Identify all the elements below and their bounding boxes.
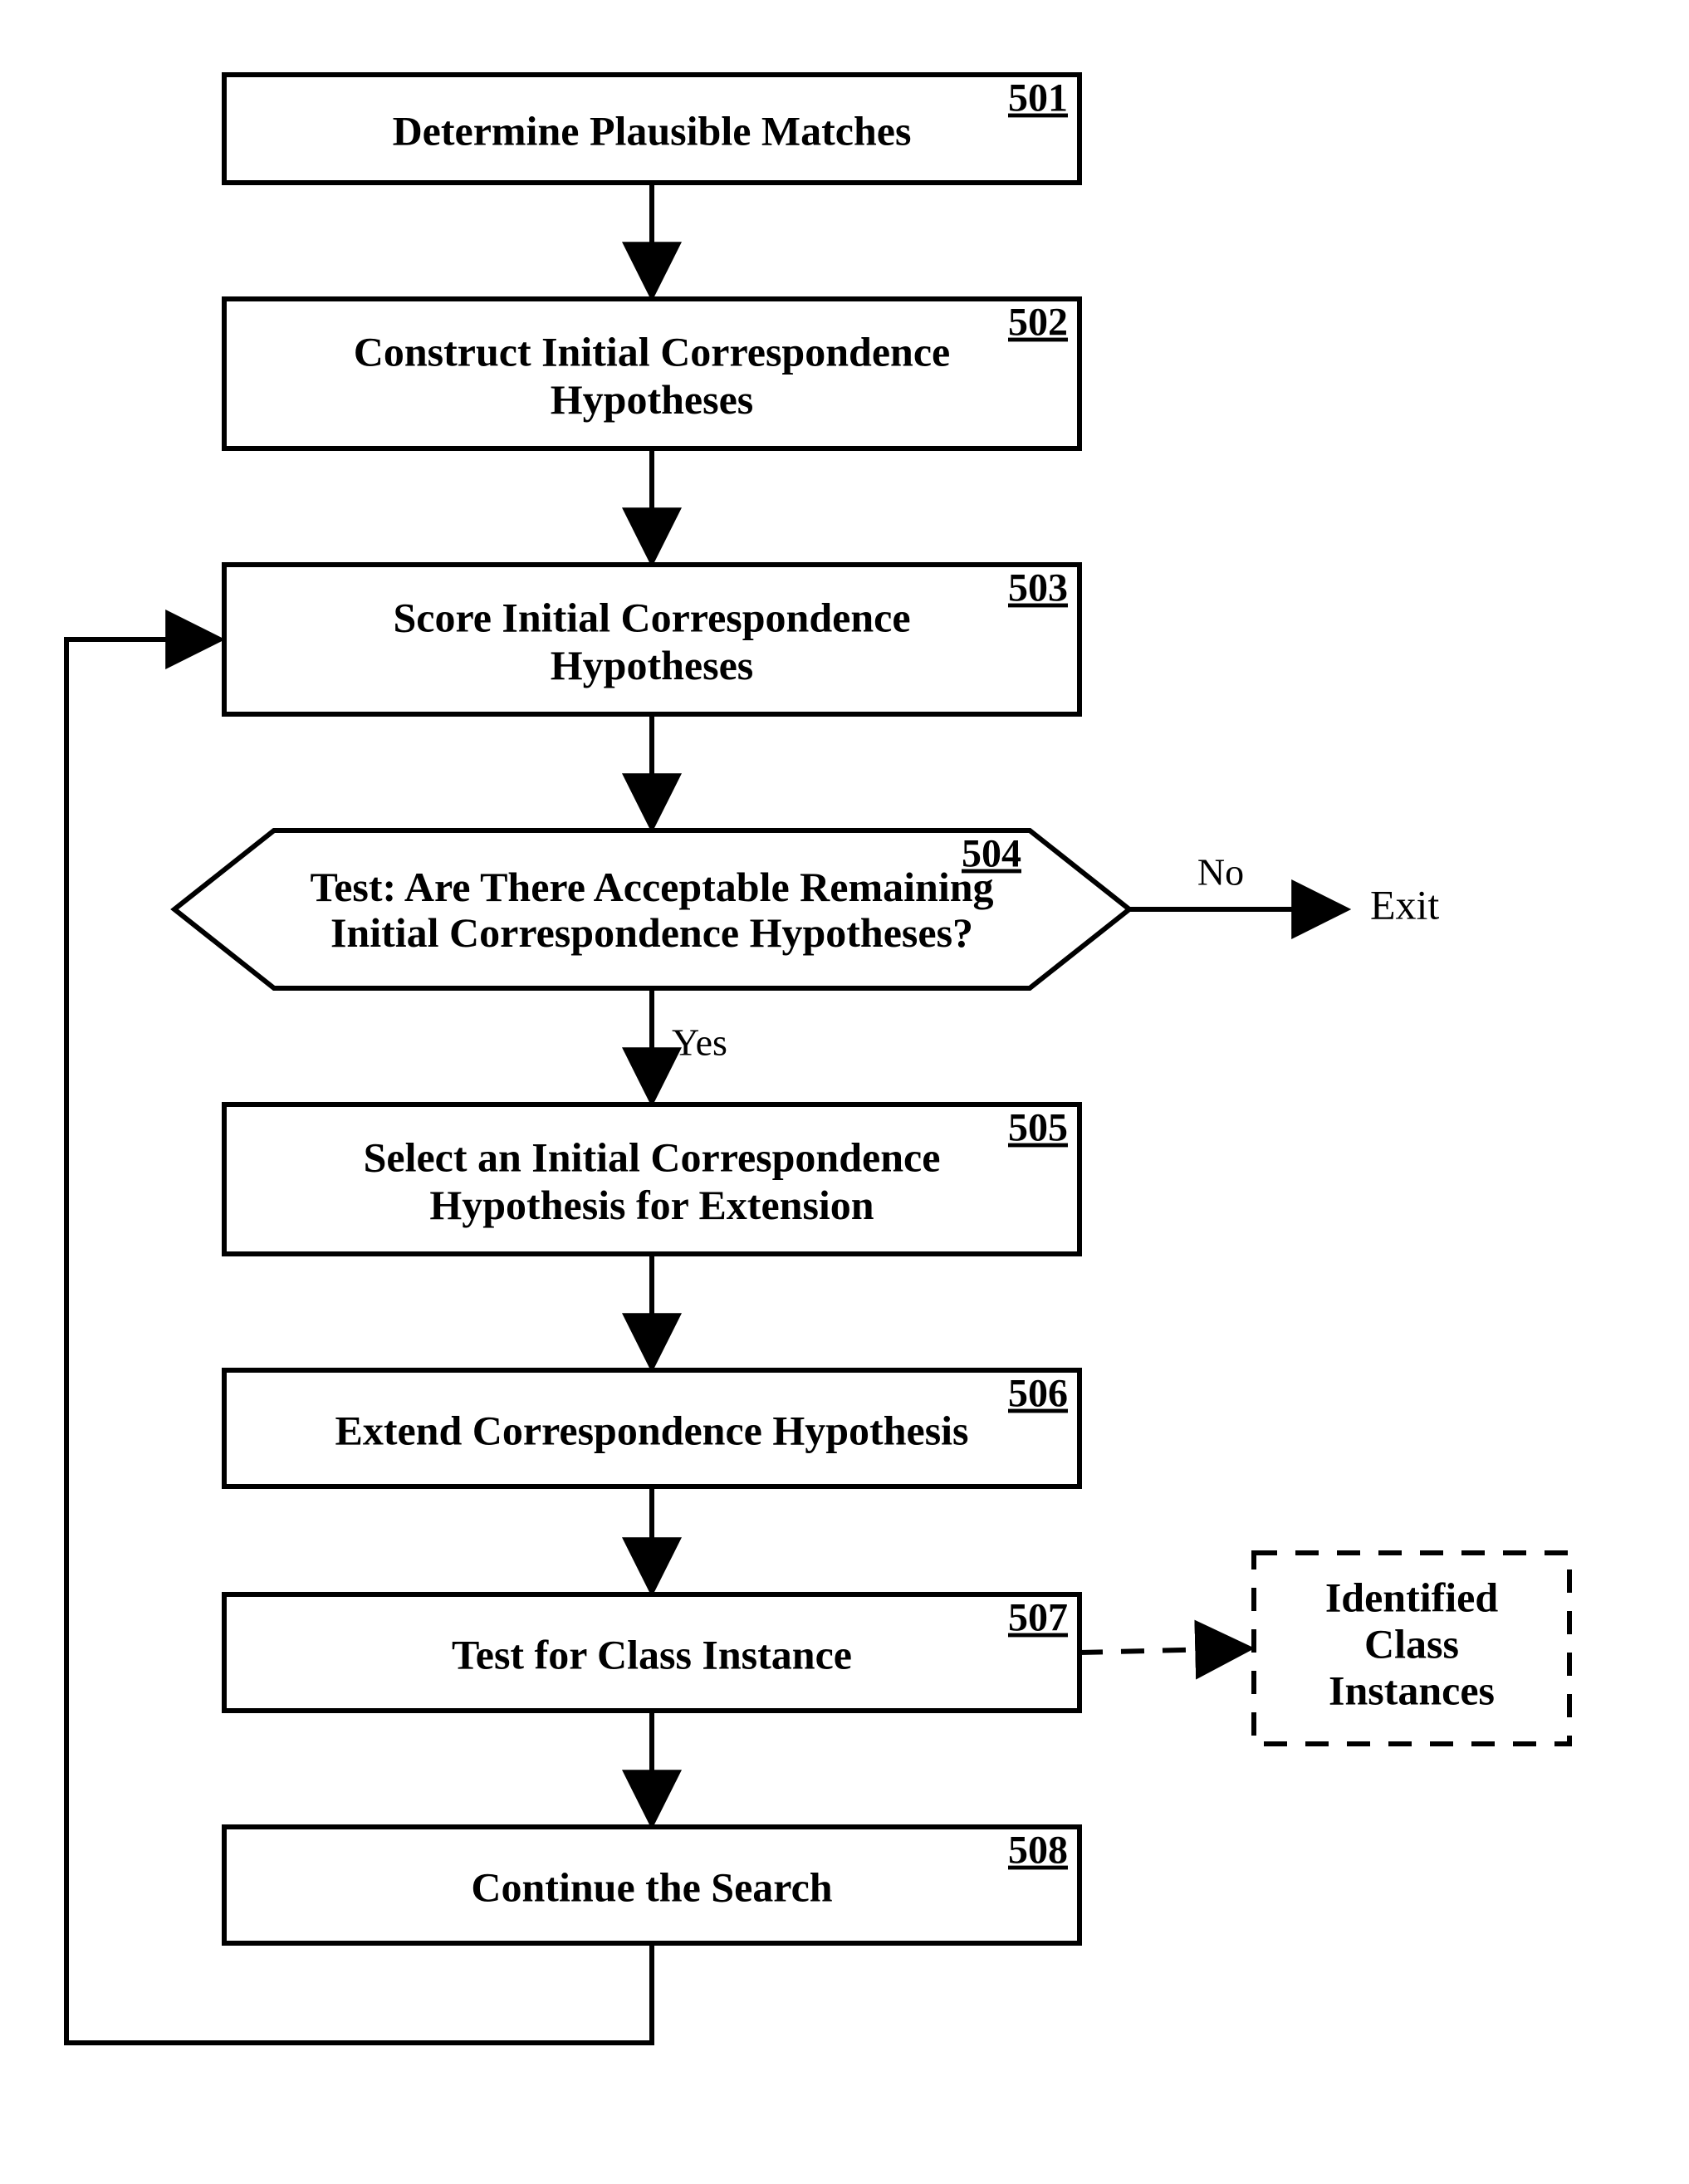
- node-ref: 501: [1008, 76, 1068, 120]
- flowchart: 501 Determine Plausible Matches 502 Constru…: [0, 0, 1689, 2184]
- node-label: Select an Initial Correspondence: [364, 1134, 941, 1181]
- node-label: Instances: [1329, 1667, 1495, 1713]
- node-ref: 503: [1008, 566, 1068, 610]
- node-label: Extend Correspondence Hypothesis: [335, 1407, 968, 1453]
- node-label: Continue the Search: [471, 1863, 832, 1910]
- node-ref: 508: [1008, 1829, 1068, 1873]
- node-ref: 502: [1008, 301, 1068, 345]
- edge-label: Yes: [672, 1021, 727, 1064]
- node-label: Determine Plausible Matches: [393, 107, 912, 154]
- node-label: Class: [1364, 1620, 1459, 1667]
- node-label: Construct Initial Correspondence: [354, 329, 951, 375]
- node-ref: 506: [1008, 1372, 1068, 1416]
- node-label: Initial Correspondence Hypotheses?: [330, 909, 973, 956]
- node-label: Score Initial Correspondence: [393, 595, 910, 641]
- node-label: Test: Are There Acceptable Remaining: [310, 864, 993, 910]
- node-label: Test for Class Instance: [452, 1631, 852, 1677]
- node-label: Hypotheses: [551, 376, 753, 423]
- node-ref: 505: [1008, 1106, 1068, 1150]
- exit-label: Exit: [1370, 881, 1439, 928]
- edge-label-no: No: [1197, 851, 1244, 894]
- node-label: Identified: [1325, 1574, 1499, 1620]
- node-ref: 507: [1008, 1596, 1068, 1640]
- node-label: Hypotheses: [551, 642, 753, 688]
- edge-dashed: [1079, 1648, 1249, 1653]
- node-label: Hypothesis for Extension: [429, 1182, 874, 1228]
